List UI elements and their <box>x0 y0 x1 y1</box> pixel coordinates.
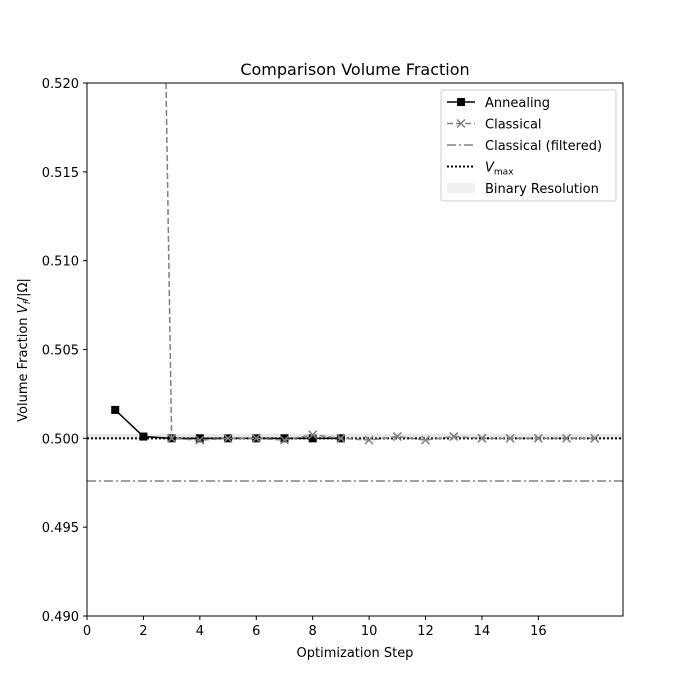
x-tick-label: 0 <box>83 624 91 639</box>
legend-handle-annealing <box>447 98 475 106</box>
classical-point <box>449 432 459 442</box>
classical-point <box>533 433 543 443</box>
classical-point <box>505 433 515 443</box>
y-axis-label-sub: f <box>23 299 33 304</box>
legend-label-classical-filtered: Classical (filtered) <box>485 139 602 154</box>
classical-point <box>195 435 205 445</box>
classical-point <box>477 433 487 443</box>
y-tick-label: 0.490 <box>42 610 79 625</box>
legend-label-vmax: Vmax <box>485 161 514 178</box>
legend-label-binary-resolution: Binary Resolution <box>485 182 599 197</box>
annealing-point <box>280 434 289 443</box>
y-tick-label: 0.505 <box>42 344 79 359</box>
classical-point <box>392 432 402 442</box>
y-axis-label-prefix: Volume Fraction <box>16 313 31 422</box>
x-tick-label: 16 <box>530 624 547 639</box>
classical-point <box>167 433 177 443</box>
x-tick-label: 10 <box>361 624 378 639</box>
y-tick-label: 0.520 <box>42 77 79 92</box>
x-axis-label: Optimization Step <box>297 646 414 661</box>
y-tick-label: 0.510 <box>42 255 79 270</box>
classical-point <box>308 430 318 440</box>
classical-point <box>279 435 290 445</box>
x-tick-label: 6 <box>252 624 260 639</box>
y-tick-label: 0.500 <box>42 432 79 447</box>
annealing-point <box>308 434 317 443</box>
x-tick-label: 8 <box>309 624 317 639</box>
x-tick-label: 12 <box>417 624 434 639</box>
y-axis-label-v: V <box>16 303 31 313</box>
classical-point <box>251 433 261 443</box>
chart-title: Comparison Volume Fraction <box>240 60 469 79</box>
classical-point <box>590 433 600 443</box>
tick-layer: 0 2 4 6 8 10 12 14 16 0.490 0.495 0.500 0.505 0.510 0.… <box>42 77 547 639</box>
binary-resolution-band <box>87 433 623 440</box>
legend-label-classical: Classical <box>485 118 542 133</box>
y-tick-label: 0.515 <box>42 166 79 181</box>
legend-handle-classical <box>447 118 475 129</box>
y-axis-label-suffix: /|Ω| <box>16 278 31 301</box>
y-axis-label: Volume Fraction Vf/|Ω| <box>16 278 33 422</box>
classical-point <box>420 435 431 445</box>
x-tick-label: 14 <box>474 624 491 639</box>
x-tick-label: 4 <box>196 624 204 639</box>
annealing-point <box>111 405 120 414</box>
classical-point <box>562 433 572 443</box>
legend-label-annealing: Annealing <box>485 96 550 111</box>
annealing-point <box>195 434 204 443</box>
classical-point <box>364 435 374 445</box>
series-layer <box>87 82 623 482</box>
classical-point <box>336 433 346 443</box>
x-tick-label: 2 <box>139 624 147 639</box>
annealing-point <box>139 432 148 441</box>
legend-handle-binary-resolution <box>447 183 475 193</box>
legend: Annealing Classical Classical (filtered) Vm… <box>440 89 617 202</box>
y-tick-label: 0.495 <box>42 521 79 536</box>
classical-point <box>223 433 233 443</box>
binary-resolution-band-layer <box>87 433 623 440</box>
legend-box <box>440 89 617 202</box>
